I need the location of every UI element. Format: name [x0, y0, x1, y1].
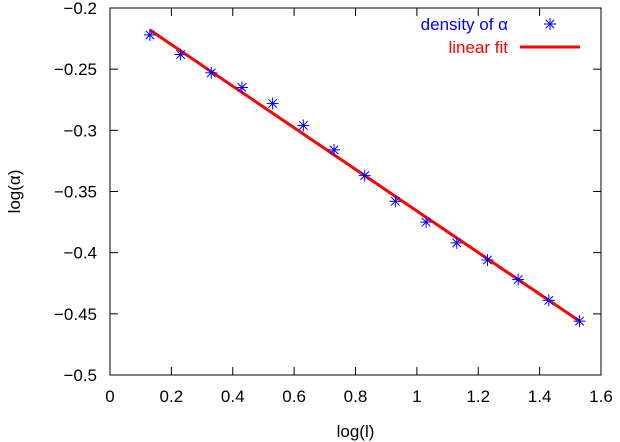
data-point [573, 315, 586, 328]
y-tick-label: −0.2 [63, 0, 97, 18]
x-tick-label: 1.4 [528, 387, 552, 406]
data-point [450, 236, 463, 249]
x-tick-label: 1.6 [589, 387, 613, 406]
y-tick-label: −0.45 [54, 305, 97, 324]
data-point [143, 28, 156, 41]
data-point [481, 254, 494, 267]
y-tick-label: −0.35 [54, 183, 97, 202]
legend-label: linear fit [448, 38, 508, 57]
data-point [512, 273, 525, 286]
data-point [174, 48, 187, 61]
data-point [205, 66, 218, 79]
y-tick-label: −0.4 [63, 244, 97, 263]
legend: density of α linear fit [421, 15, 580, 57]
data-point [542, 294, 555, 307]
y-tick-label: −0.3 [63, 121, 97, 140]
plot-frame [109, 7, 602, 376]
data-point [389, 195, 402, 208]
y-axis-title: log(α) [5, 170, 24, 214]
x-tick-label: 1.2 [466, 387, 490, 406]
x-tick-label: 0.8 [344, 387, 368, 406]
x-tick-label: 0.4 [221, 387, 245, 406]
x-tick-label: 1 [412, 387, 421, 406]
data-point [235, 81, 248, 94]
data-point [420, 216, 433, 229]
legend-label: density of α [421, 15, 508, 34]
x-tick-label: 0 [105, 387, 114, 406]
y-tick-label: −0.25 [54, 60, 97, 79]
data-point [266, 97, 279, 110]
x-tick-label: 0.2 [160, 387, 184, 406]
axes-layer: 0 0.2 0.4 0.6 0.8 1 1.2 1.4 1.6 −0.5 −0.45 −0.4 −0.3… [54, 0, 613, 406]
data-point [297, 119, 310, 132]
data-point [358, 169, 371, 182]
data-layer [143, 28, 586, 328]
axis-labels: log(l) log(α) [5, 170, 374, 441]
x-tick-label: 0.6 [282, 387, 306, 406]
data-point [328, 143, 341, 156]
x-axis-title: log(l) [337, 422, 375, 441]
legend-marker-asterisk [544, 18, 556, 30]
y-tick-label: −0.5 [63, 366, 97, 385]
